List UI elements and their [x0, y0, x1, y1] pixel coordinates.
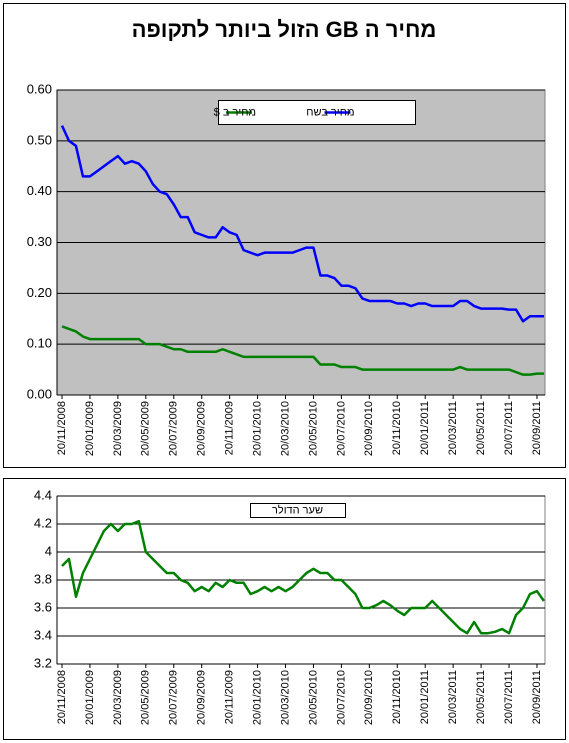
- x-tick-label: 20/03/2011: [447, 670, 459, 724]
- x-tick-label: 20/01/2009: [84, 670, 96, 725]
- x-tick-label: 20/11/2009: [224, 670, 236, 724]
- x-tick-label: 20/03/2010: [279, 670, 291, 725]
- legend-label: מחיר בשח: [306, 106, 354, 118]
- y-tick-label: 0.20: [27, 285, 52, 300]
- x-tick-label: 20/01/2010: [251, 401, 263, 456]
- x-tick-label: 20/07/2011: [503, 670, 515, 724]
- y-tick-label: 0.50: [27, 132, 52, 147]
- x-tick-label: 20/03/2009: [112, 401, 124, 456]
- series-line: [61, 325, 544, 376]
- legend-label: מחיר ב $: [214, 106, 256, 118]
- x-tick-label: 20/01/2010: [251, 670, 263, 725]
- y-tick-label: 0.60: [27, 81, 52, 96]
- y-tick-label: 0.10: [27, 336, 52, 351]
- legend-box: [218, 100, 416, 125]
- x-tick-label: 20/05/2009: [140, 670, 152, 725]
- x-tick-label: 20/09/2010: [363, 670, 375, 725]
- x-tick-label: 20/11/2010: [391, 670, 403, 724]
- x-tick-label: 20/09/2011: [531, 401, 543, 455]
- y-tick-label: 4.4: [34, 487, 52, 502]
- x-tick-label: 20/01/2009: [84, 401, 96, 456]
- x-tick-label: 20/03/2010: [279, 401, 291, 456]
- y-tick-label: 3.4: [34, 627, 52, 642]
- x-tick-label: 20/05/2010: [307, 401, 319, 456]
- chart-title: מחיר ה GB הזול ביותר לתקופה: [132, 17, 437, 42]
- series-line: [61, 519, 545, 635]
- y-tick-label: 3.6: [34, 599, 52, 614]
- x-tick-label: 20/11/2008: [56, 670, 68, 724]
- x-tick-label: 20/01/2011: [419, 670, 431, 724]
- x-tick-label: 20/11/2010: [391, 401, 403, 455]
- x-tick-label: 20/05/2011: [475, 670, 487, 724]
- y-tick-label: 3.8: [34, 571, 52, 586]
- x-tick-label: 20/09/2011: [531, 670, 543, 724]
- y-tick-label: 4.2: [34, 515, 52, 530]
- x-tick-label: 20/01/2011: [419, 401, 431, 455]
- x-tick-label: 20/09/2009: [196, 401, 208, 456]
- legend-label: שער הדולר: [272, 503, 323, 516]
- x-tick-label: 20/05/2010: [307, 670, 319, 725]
- series-line: [60, 125, 544, 323]
- y-tick-label: 3.2: [34, 655, 52, 670]
- y-tick-label: 4: [45, 543, 52, 558]
- x-tick-label: 20/11/2009: [224, 401, 236, 455]
- x-tick-label: 20/09/2010: [363, 401, 375, 456]
- y-tick-label: 0.40: [27, 183, 52, 198]
- x-tick-label: 20/11/2008: [56, 401, 68, 455]
- x-tick-label: 20/09/2009: [196, 670, 208, 725]
- x-tick-label: 20/05/2009: [140, 401, 152, 456]
- y-tick-label: 0.30: [27, 234, 52, 249]
- x-tick-label: 20/07/2010: [335, 401, 347, 456]
- x-tick-label: 20/07/2009: [168, 401, 180, 456]
- x-tick-label: 20/03/2011: [447, 401, 459, 455]
- x-tick-label: 20/03/2009: [112, 670, 124, 725]
- y-tick-label: 0.00: [27, 386, 52, 401]
- x-tick-label: 20/07/2010: [335, 670, 347, 725]
- x-tick-label: 20/07/2009: [168, 670, 180, 725]
- legend-box: [250, 503, 346, 518]
- x-tick-label: 20/05/2011: [475, 401, 487, 455]
- x-tick-label: 20/07/2011: [503, 401, 515, 455]
